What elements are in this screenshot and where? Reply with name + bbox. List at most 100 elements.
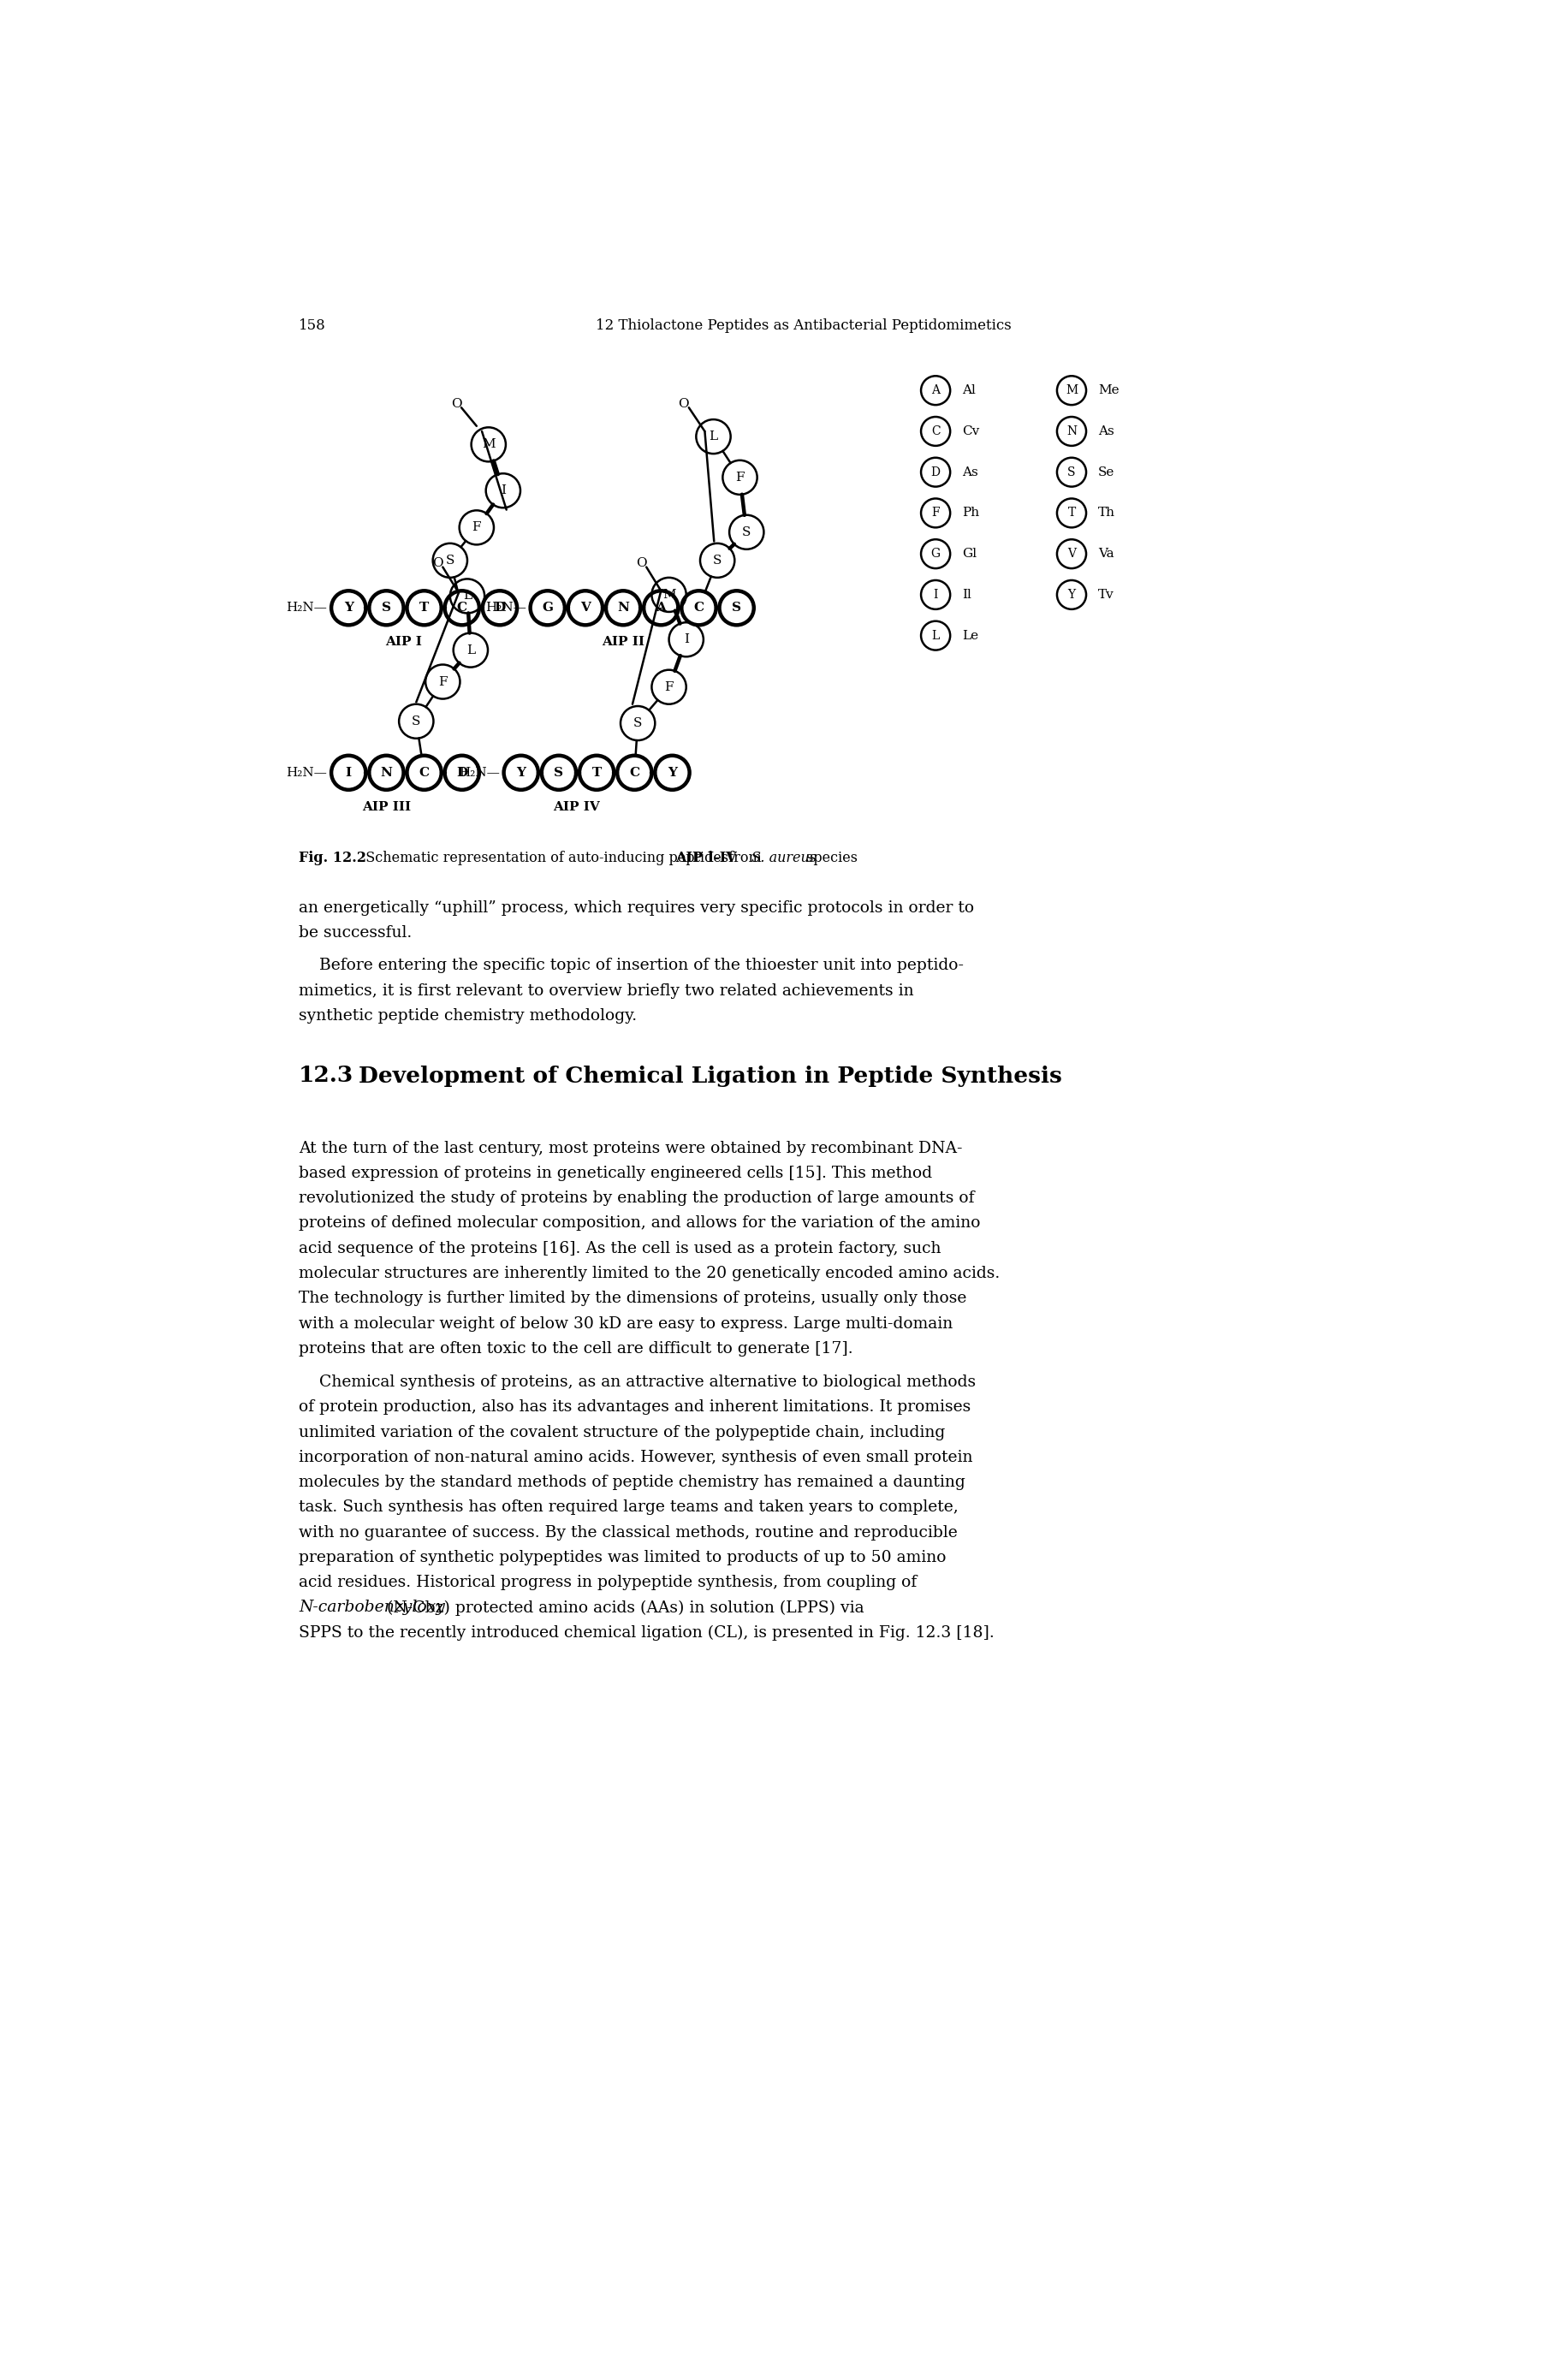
Text: Th: Th [1098, 506, 1115, 520]
Text: with no guarantee of success. By the classical methods, routine and reproducible: with no guarantee of success. By the cla… [299, 1525, 958, 1541]
Text: AIP IV: AIP IV [552, 800, 599, 812]
Text: H₂N—: H₂N— [486, 601, 527, 613]
Text: 158: 158 [299, 318, 326, 333]
Text: Y: Y [668, 767, 677, 779]
Text: C: C [419, 767, 430, 779]
Text: C: C [456, 601, 467, 613]
Text: unlimited variation of the covalent structure of the polypeptide chain, includin: unlimited variation of the covalent stru… [299, 1425, 946, 1439]
Text: S: S [554, 767, 563, 779]
Text: G: G [543, 601, 554, 613]
Text: A: A [655, 601, 666, 613]
Text: At the turn of the last century, most proteins were obtained by recombinant DNA-: At the turn of the last century, most pr… [299, 1140, 963, 1157]
Text: Se: Se [1098, 466, 1115, 477]
Text: O: O [677, 397, 688, 408]
Text: SPPS to the recently introduced chemical ligation (CL), is presented in Fig. 12.: SPPS to the recently introduced chemical… [299, 1625, 994, 1641]
Text: Cv: Cv [963, 425, 980, 437]
Text: Y: Y [516, 767, 525, 779]
Text: Development of Chemical Ligation in Peptide Synthesis: Development of Chemical Ligation in Pept… [359, 1064, 1062, 1085]
Text: F: F [439, 677, 447, 689]
Text: Gl: Gl [963, 549, 977, 560]
Text: As: As [1098, 425, 1115, 437]
Text: Le: Le [963, 629, 978, 641]
Text: T: T [1068, 506, 1076, 520]
Text: M: M [1066, 385, 1077, 397]
Text: D: D [456, 767, 467, 779]
Text: I: I [345, 767, 351, 779]
Text: proteins that are often toxic to the cell are difficult to generate [17].: proteins that are often toxic to the cel… [299, 1342, 853, 1356]
Text: S: S [713, 553, 721, 568]
Text: F: F [931, 506, 939, 520]
Text: N-carbobenzyloxy: N-carbobenzyloxy [299, 1601, 445, 1615]
Text: H₂N—: H₂N— [287, 767, 328, 779]
Text: The technology is further limited by the dimensions of proteins, usually only th: The technology is further limited by the… [299, 1292, 967, 1306]
Text: S: S [732, 601, 742, 613]
Text: molecules by the standard methods of peptide chemistry has remained a daunting: molecules by the standard methods of pep… [299, 1475, 966, 1489]
Text: Ph: Ph [963, 506, 980, 520]
Text: Y: Y [1068, 589, 1076, 601]
Text: Before entering the specific topic of insertion of the thioester unit into pepti: Before entering the specific topic of in… [299, 957, 964, 974]
Text: O: O [433, 558, 442, 570]
Text: L: L [463, 589, 472, 601]
Text: based expression of proteins in genetically engineered cells [15]. This method: based expression of proteins in genetica… [299, 1166, 933, 1180]
Text: synthetic peptide chemistry methodology.: synthetic peptide chemistry methodology. [299, 1007, 637, 1024]
Text: Chemical synthesis of proteins, as an attractive alternative to biological metho: Chemical synthesis of proteins, as an at… [299, 1375, 975, 1389]
Text: F: F [472, 522, 481, 534]
Text: L: L [709, 430, 718, 442]
Text: an energetically “uphill” process, which requires very specific protocols in ord: an energetically “uphill” process, which… [299, 900, 974, 914]
Text: F: F [735, 473, 745, 484]
Text: AIP III: AIP III [362, 800, 411, 812]
Text: M: M [481, 439, 495, 451]
Text: O: O [452, 397, 463, 408]
Text: C: C [629, 767, 640, 779]
Text: Y: Y [343, 601, 353, 613]
Text: Schematic representation of auto-inducing peptides: Schematic representation of auto-inducin… [358, 850, 734, 864]
Text: V: V [580, 601, 591, 613]
Text: I: I [933, 589, 938, 601]
Text: AIP I: AIP I [386, 637, 422, 648]
Text: H₂N—: H₂N— [459, 767, 500, 779]
Text: O: O [635, 558, 646, 570]
Text: preparation of synthetic polypeptides was limited to products of up to 50 amino: preparation of synthetic polypeptides wa… [299, 1551, 947, 1565]
Text: with a molecular weight of below 30 kD are easy to express. Large multi-domain: with a molecular weight of below 30 kD a… [299, 1316, 953, 1332]
Text: (N-Cbz) protected amino acids (AAs) in solution (LPPS) via: (N-Cbz) protected amino acids (AAs) in s… [381, 1601, 864, 1615]
Text: S: S [742, 527, 751, 539]
Text: I: I [684, 634, 688, 646]
Text: M: M [662, 589, 676, 601]
Text: C: C [931, 425, 941, 437]
Text: AIP I-IV: AIP I-IV [676, 850, 737, 864]
Text: S. aureus: S. aureus [753, 850, 817, 864]
Text: L: L [466, 644, 475, 656]
Text: S: S [381, 601, 390, 613]
Text: N: N [618, 601, 629, 613]
Text: of protein production, also has its advantages and inherent limitations. It prom: of protein production, also has its adva… [299, 1399, 971, 1416]
Text: V: V [1068, 549, 1076, 560]
Text: Va: Va [1098, 549, 1113, 560]
Text: be successful.: be successful. [299, 926, 412, 941]
Text: revolutionized the study of proteins by enabling the production of large amounts: revolutionized the study of proteins by … [299, 1190, 975, 1206]
Text: D: D [494, 601, 505, 613]
Text: incorporation of non-natural amino acids. However, synthesis of even small prote: incorporation of non-natural amino acids… [299, 1449, 972, 1465]
Text: S: S [1068, 466, 1076, 477]
Text: T: T [591, 767, 602, 779]
Text: Al: Al [963, 385, 975, 397]
Text: N: N [381, 767, 392, 779]
Text: G: G [931, 549, 941, 560]
Text: T: T [419, 601, 430, 613]
Text: F: F [665, 682, 673, 694]
Text: task. Such synthesis has often required large teams and taken years to complete,: task. Such synthesis has often required … [299, 1499, 958, 1515]
Text: acid residues. Historical progress in polypeptide synthesis, from coupling of: acid residues. Historical progress in po… [299, 1575, 917, 1591]
Text: mimetics, it is first relevant to overview briefly two related achievements in: mimetics, it is first relevant to overvi… [299, 983, 914, 998]
Text: I: I [500, 484, 506, 496]
Text: Fig. 12.2: Fig. 12.2 [299, 850, 367, 864]
Text: H₂N—: H₂N— [287, 601, 328, 613]
Text: 12 Thiolactone Peptides as Antibacterial Peptidomimetics: 12 Thiolactone Peptides as Antibacterial… [596, 318, 1011, 333]
Text: species: species [801, 850, 858, 864]
Text: As: As [963, 466, 978, 477]
Text: S: S [445, 553, 455, 568]
Text: C: C [693, 601, 704, 613]
Text: proteins of defined molecular composition, and allows for the variation of the a: proteins of defined molecular compositio… [299, 1216, 980, 1230]
Text: Il: Il [963, 589, 972, 601]
Text: acid sequence of the proteins [16]. As the cell is used as a protein factory, su: acid sequence of the proteins [16]. As t… [299, 1240, 941, 1256]
Text: S: S [412, 715, 420, 727]
Text: molecular structures are inherently limited to the 20 genetically encoded amino : molecular structures are inherently limi… [299, 1266, 1000, 1280]
